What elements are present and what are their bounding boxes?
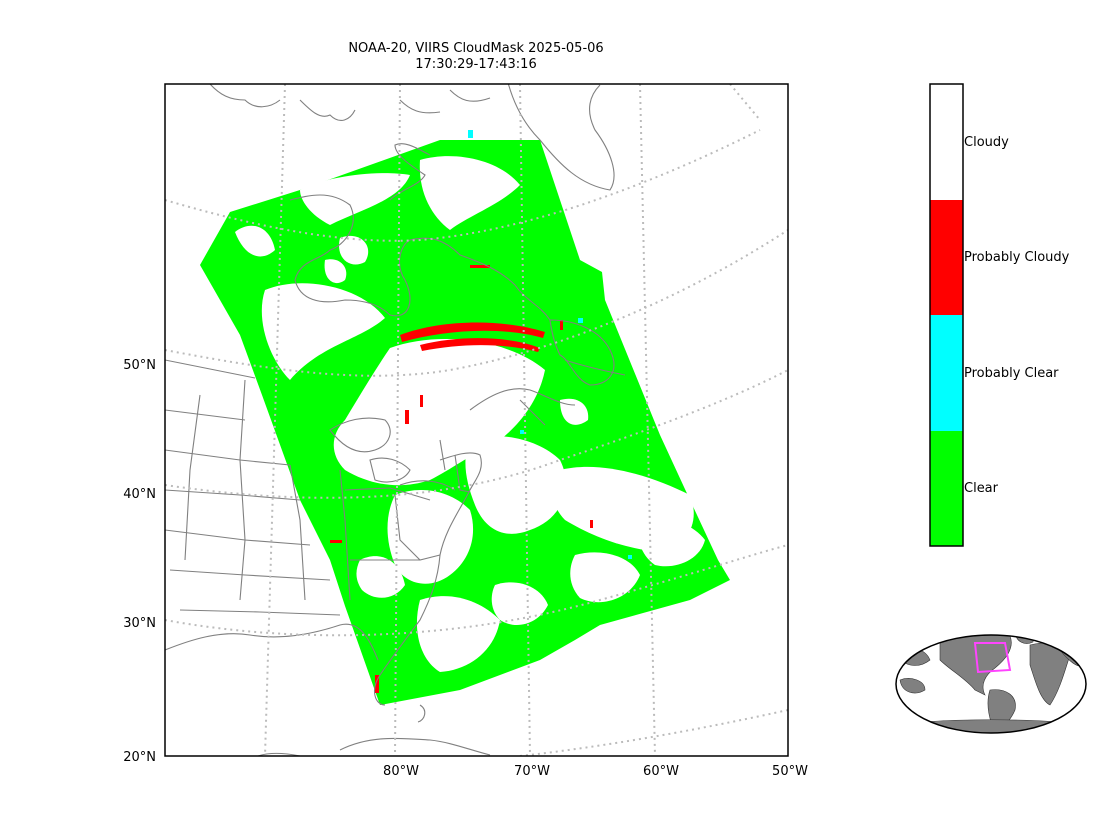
lon-label-70: 70°W (514, 764, 550, 779)
inset-land (896, 635, 1086, 733)
latitude-labels: 50°N 40°N 30°N 20°N (123, 358, 156, 765)
colorbar-label-probably-cloudy: Probably Cloudy (964, 250, 1070, 265)
swath-probably-clear (468, 130, 632, 559)
graticule (165, 84, 788, 756)
map-title-line2: 17:30:29-17:43:16 (415, 57, 537, 72)
colorbar: Cloudy Probably Cloudy Probably Clear Cl… (929, 83, 1070, 547)
lat-label-50: 50°N (123, 358, 156, 373)
map-frame (164, 83, 789, 757)
lon-label-50: 50°W (772, 764, 808, 779)
colorbar-segment-probably-clear (930, 315, 963, 431)
colorbar-segment-probably-cloudy (930, 200, 963, 315)
inset-extent-box (973, 642, 1012, 674)
lat-label-40: 40°N (123, 487, 156, 502)
coastlines-and-borders (165, 84, 626, 756)
lon-label-80: 80°W (383, 764, 419, 779)
lat-label-30: 30°N (123, 616, 156, 631)
swath-cloudy (235, 156, 705, 672)
map-title-line1: NOAA-20, VIIRS CloudMask 2025-05-06 (348, 41, 604, 56)
colorbar-segment-cloudy (930, 84, 963, 200)
lon-label-60: 60°W (643, 764, 679, 779)
swath-probably-cloudy (330, 265, 593, 693)
inset-globe-outline (895, 634, 1087, 734)
colorbar-label-probably-clear: Probably Clear (964, 366, 1059, 381)
map-panel (165, 84, 788, 756)
globe-inset (895, 634, 1087, 734)
colorbar-segment-clear (930, 431, 963, 546)
longitude-labels: 80°W 70°W 60°W 50°W (383, 764, 808, 779)
colorbar-label-cloudy: Cloudy (964, 135, 1009, 150)
colorbar-label-clear: Clear (964, 481, 999, 496)
lat-label-20: 20°N (123, 750, 156, 765)
colorbar-frame (929, 83, 964, 547)
